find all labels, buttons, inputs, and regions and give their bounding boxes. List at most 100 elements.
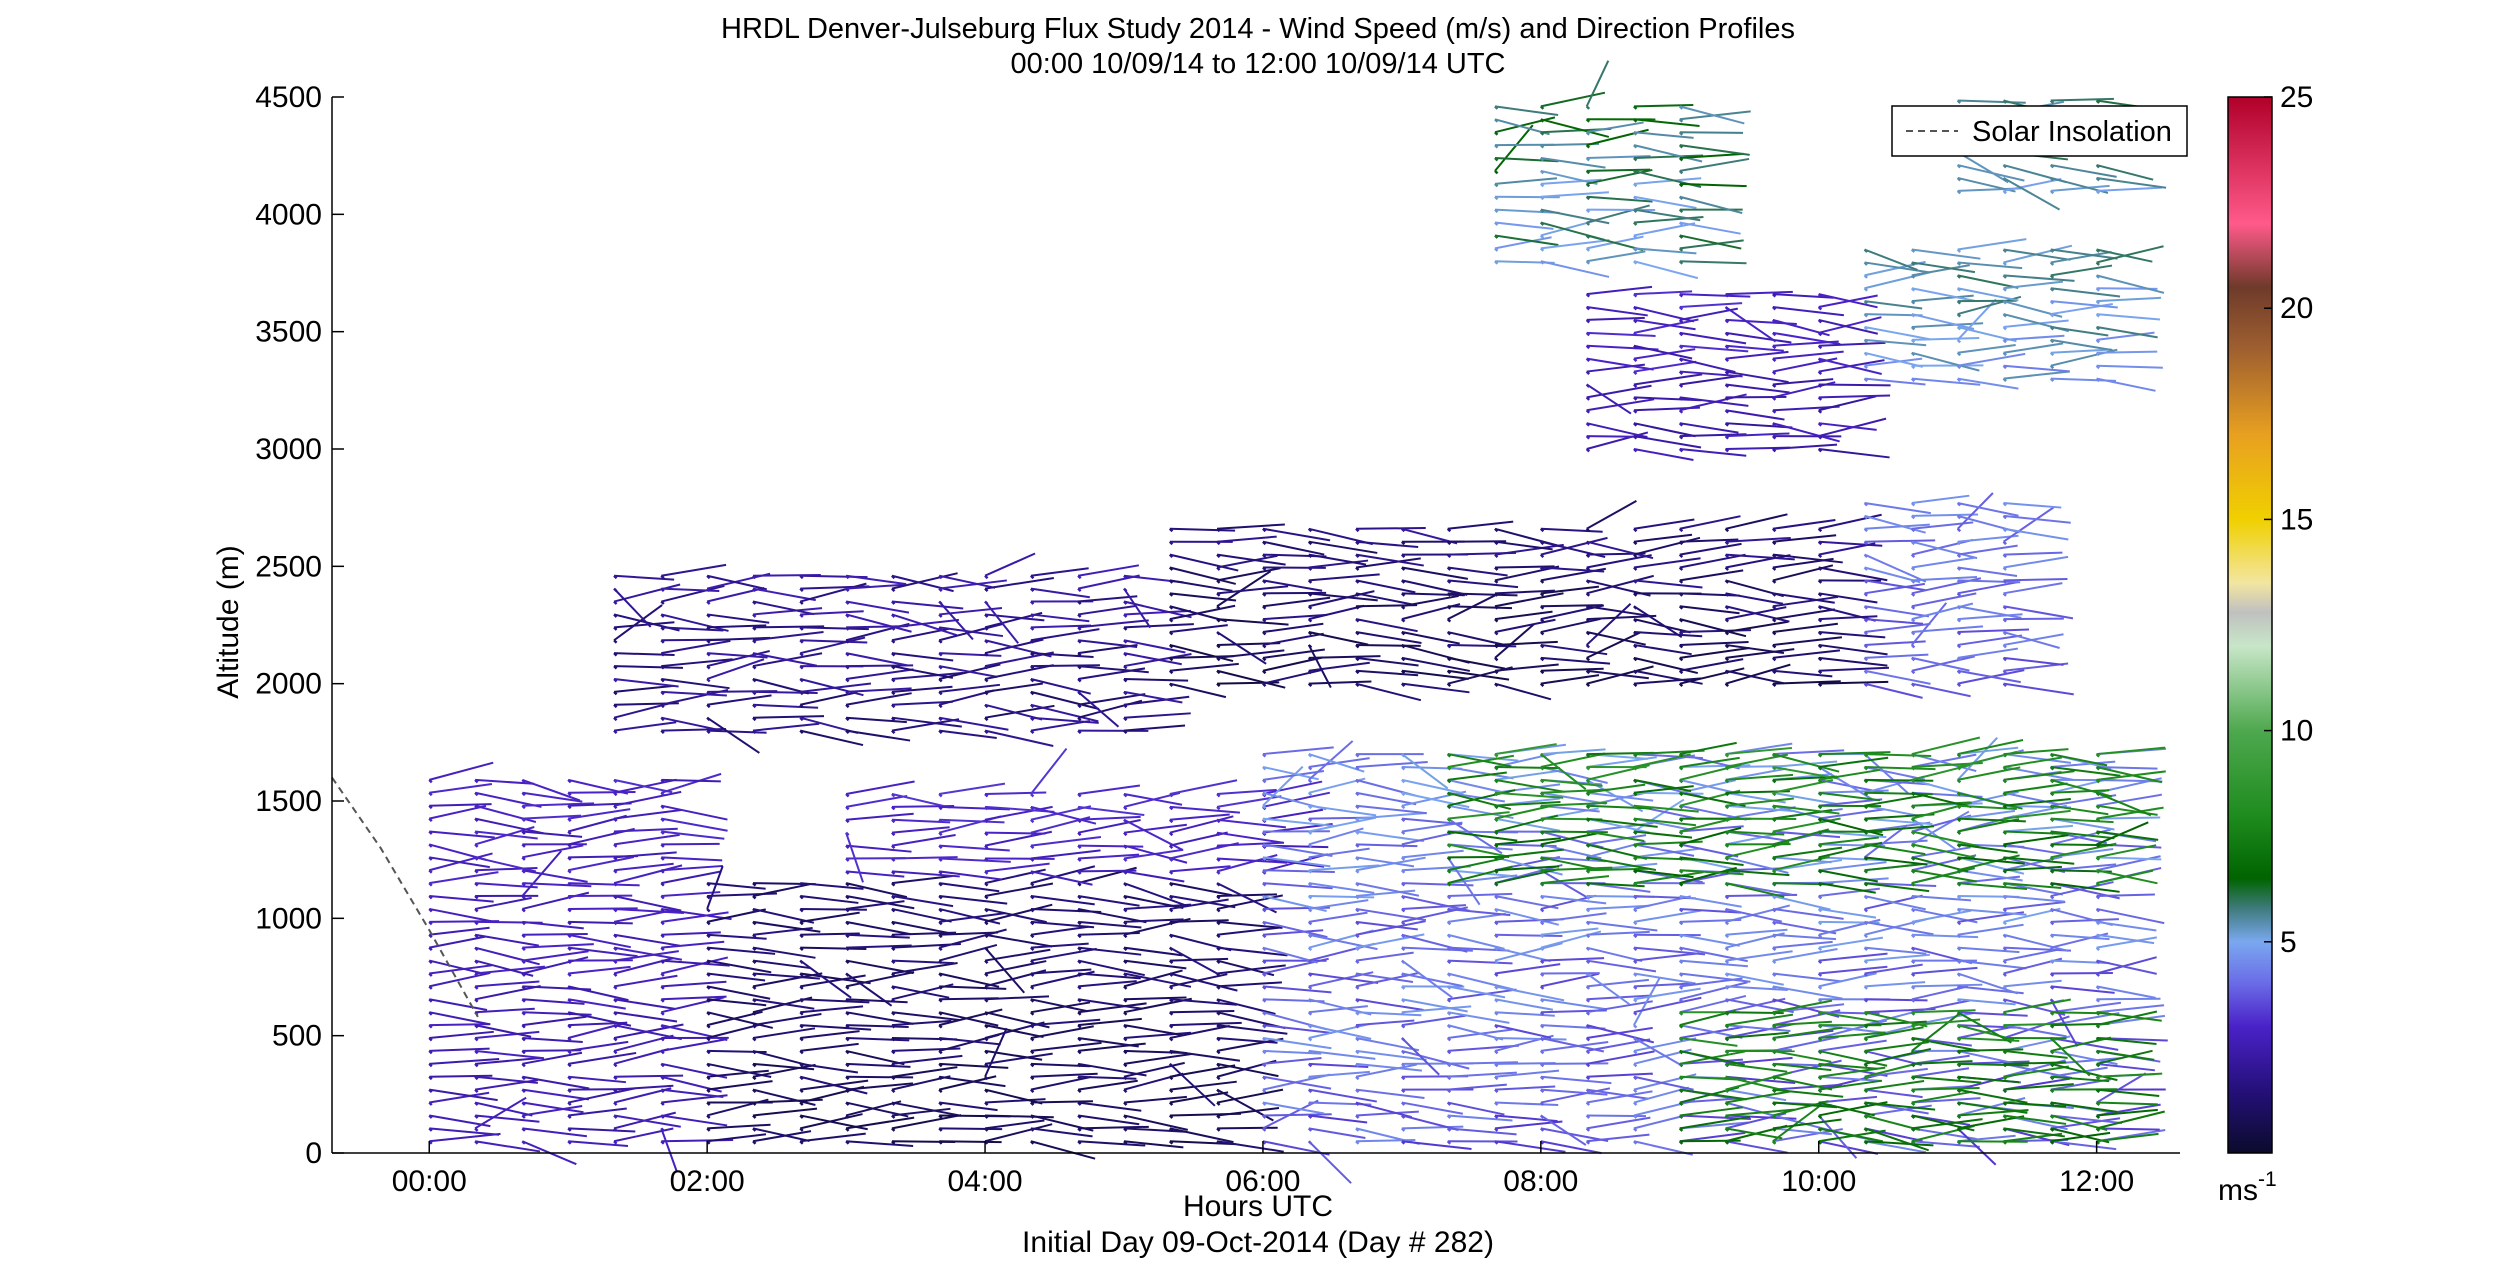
wind-barb [1957,746,2019,756]
wind-barb [1540,912,1607,923]
wind-barb-tail [1633,409,1638,414]
wind-barb [613,621,675,629]
wind-barb [2003,1024,2067,1038]
wind-barb-tail [1401,972,1406,977]
wind-barb-tail [613,804,618,810]
wind-barb [2096,164,2154,181]
wind-barb-tail [2049,920,2055,926]
wind-barb [1169,643,1234,663]
wind-barb-tail [1216,831,1221,837]
wind-barb-tail [1123,1024,1128,1029]
wind-barb [1077,691,1120,728]
wind-barb-tail [1077,716,1082,722]
wind-barb-tail [1539,946,1545,952]
wind-barb [2050,881,2114,898]
wind-barb [1957,501,2019,517]
wind-barb-tail [1030,1037,1035,1042]
wind-barb [1447,972,1515,991]
wind-barb [800,1030,860,1040]
wind-barb [800,1132,866,1143]
wind-barb-tail [1585,830,1591,835]
wind-barb [891,716,962,728]
wind-barb [1447,843,1509,858]
wind-barb [845,613,912,633]
wind-barb-tail [1216,527,1221,533]
wind-barb-tail [1724,1037,1730,1042]
wind-barb-tail [2095,920,2101,926]
wind-barb-tail [1772,1050,1777,1055]
wind-barb [1633,435,1702,449]
wind-barb-tail [938,1114,943,1119]
wind-barb-tail [1633,527,1638,533]
wind-barb [1911,736,1981,756]
wind-barb [1494,865,1560,872]
wind-barb-tail [1355,908,1360,913]
wind-barb [846,1024,909,1028]
wind-barb [1633,344,1693,360]
wind-barb [939,870,1002,881]
wind-barb [2003,334,2065,341]
wind-barb [2003,555,2069,569]
wind-barb [475,1049,545,1060]
wind-barb-tail [1585,618,1591,623]
wind-barb [984,805,1055,813]
wind-barb-tail [1494,778,1499,784]
wind-barb-tail [1585,804,1591,810]
wind-barb [1540,178,1602,185]
wind-barb [1679,1088,1747,1101]
wind-barb [2050,250,2112,264]
wind-barb-tail [1633,644,1638,649]
wind-barb [1586,168,1651,172]
wind-barb [845,692,912,706]
wind-barb [1355,1037,1420,1052]
wind-barb-tail [799,690,804,696]
wind-barb [1169,604,1236,621]
wind-barb [2050,1131,2111,1143]
wind-barb-tail [1772,553,1777,558]
wind-barb [1633,830,1693,839]
wind-barb [1078,805,1145,817]
wind-barb [1725,907,1783,923]
wind-barb [1355,1019,1415,1027]
wind-barb-tail [1633,170,1638,175]
wind-barb [1030,747,1068,795]
wind-barb-tail [1817,527,1823,533]
wind-barb-tail [1494,1114,1499,1119]
wind-barb-tail [1772,972,1777,977]
wind-barb [2050,338,2113,352]
wind-barb-tail [1633,357,1638,363]
wind-barb-tail [1123,626,1128,631]
wind-barb [1355,553,1424,567]
wind-barb [1355,882,1420,897]
wind-barb-tail [1494,817,1499,822]
wind-barb-tail [1307,817,1313,822]
wind-barb-tail [1401,1024,1406,1029]
wind-barb-tail [660,574,665,580]
wind-barb [1123,609,1192,616]
wind-barb [475,867,538,872]
wind-barb-tail [1678,856,1684,861]
wind-barb [1494,234,1559,246]
wind-barb-tail [1772,409,1777,414]
wind-barb [1216,1037,1284,1052]
wind-barb-tail [1910,248,1916,253]
wind-barb-tail [474,830,479,835]
wind-barb [1355,856,1415,868]
wind-barb [1540,866,1613,872]
wind-barb [429,1023,491,1027]
wind-barb-tail [1772,817,1777,822]
wind-barb [1818,422,1877,431]
wind-barb [1078,605,1136,616]
wind-barb [800,882,864,890]
wind-barb-tail [1633,144,1638,149]
wind-barb-tail [1817,448,1823,453]
wind-barb-tail [1863,791,1868,797]
wind-barb-tail [2002,856,2007,861]
wind-barb-tail [706,600,711,605]
wind-barb-tail [1678,131,1684,136]
wind-barb-tail [1910,1101,1916,1106]
wind-barb-tail [752,587,757,593]
wind-barb [661,716,722,732]
wind-barb [1030,613,1090,623]
wind-barb [2096,176,2167,189]
